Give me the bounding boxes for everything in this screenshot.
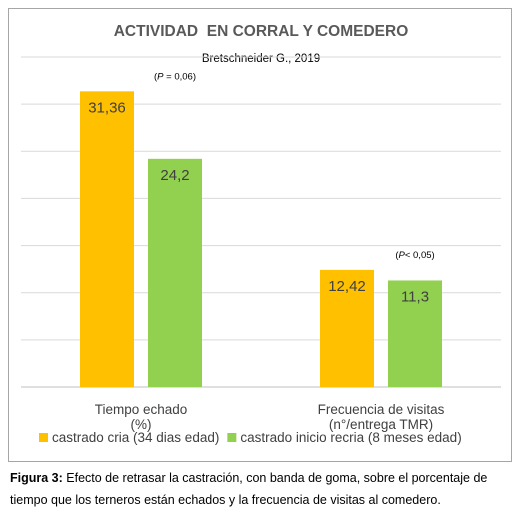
- data-label: 31,36: [88, 99, 126, 116]
- figure-caption: Figura 3: Efecto de retrasar la castraci…: [10, 467, 514, 511]
- legend-swatch: [39, 433, 48, 442]
- bars: 31,36 24,2 (P = 0,06) 12,42 11,3 (P< 0,05): [80, 71, 442, 387]
- chart-frame: ACTIVIDAD EN CORRAL Y COMEDERO Bretschne…: [8, 8, 512, 462]
- bar-chart: ACTIVIDAD EN CORRAL Y COMEDERO Bretschne…: [21, 23, 501, 445]
- p-value-annotation: (P = 0,06): [154, 71, 196, 82]
- legend: castrado cria (34 dias edad) castrado ini…: [39, 430, 462, 445]
- data-label: 12,42: [328, 278, 366, 295]
- p-value-annotation: (P< 0,05): [395, 250, 434, 261]
- legend-swatch: [227, 433, 237, 442]
- chart-title: ACTIVIDAD EN CORRAL Y COMEDERO: [114, 23, 409, 40]
- data-label: 24,2: [160, 167, 189, 184]
- bar-2-series-2: [388, 280, 442, 387]
- x-tick-label: Frecuencia de visitas: [318, 402, 445, 417]
- x-tick-label: (%): [131, 417, 152, 432]
- bar-1-series-2: [148, 158, 202, 387]
- x-tick-label: Tiempo echado: [95, 402, 188, 417]
- caption-label: Figura 3:: [10, 471, 63, 485]
- legend-label: castrado inicio recria (8 meses edad): [240, 430, 461, 445]
- x-axis-labels: Tiempo echado(%) Frecuencia de visitas(n°…: [95, 402, 445, 432]
- data-label: 11,3: [401, 288, 429, 305]
- chart-subtitle: Bretschneider G., 2019: [202, 53, 320, 65]
- bar-1-series-1: [80, 91, 134, 387]
- x-tick-label: (n°/entrega TMR): [329, 417, 433, 432]
- bar-2-series-1: [320, 269, 374, 387]
- legend-label: castrado cria (34 dias edad): [52, 430, 219, 445]
- caption-text: Efecto de retrasar la castración, con ba…: [10, 471, 488, 507]
